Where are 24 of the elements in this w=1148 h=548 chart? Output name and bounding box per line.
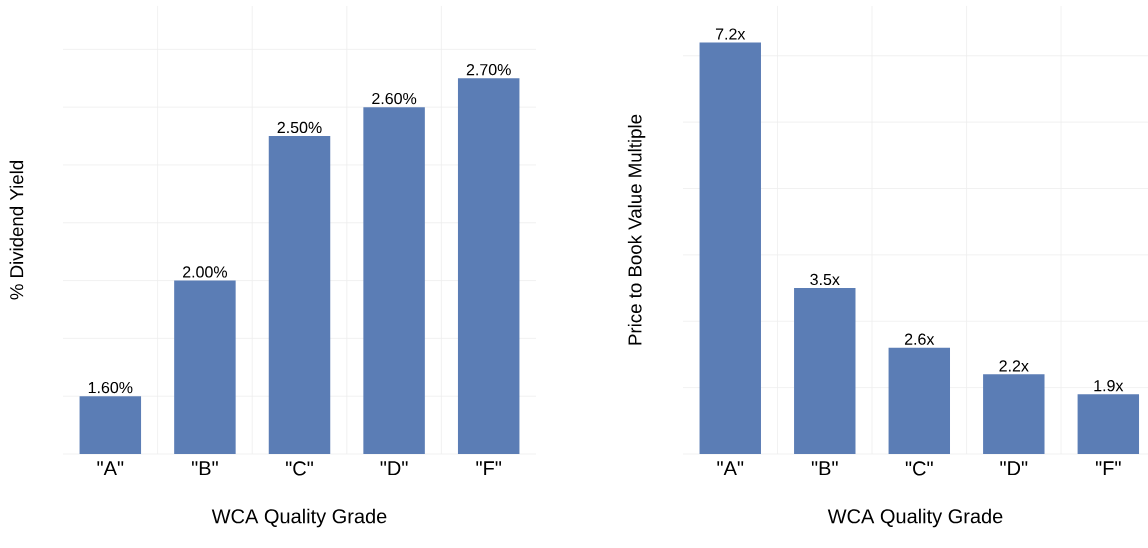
x-tick-label: "D" bbox=[380, 461, 408, 476]
data-label: 2.60% bbox=[372, 92, 417, 105]
x-tick-label: "C" bbox=[905, 461, 933, 476]
x-axis-title: WCA Quality Grade bbox=[211, 508, 387, 528]
data-label: 1.60% bbox=[88, 381, 133, 394]
data-label: 2.50% bbox=[277, 121, 322, 134]
x-tick-label: "A" bbox=[717, 461, 744, 476]
x-tick-label: "B" bbox=[192, 461, 218, 476]
x-tick-label: "A" bbox=[97, 461, 124, 476]
y-axis-title: Price to Book Value Multiple bbox=[627, 114, 646, 345]
x-tick-label: "C" bbox=[286, 461, 313, 476]
data-label: 1.9x bbox=[1094, 380, 1124, 392]
data-label: 2.70% bbox=[466, 63, 511, 76]
x-tick-label: "B" bbox=[811, 461, 838, 476]
data-label: 3.5x bbox=[810, 273, 840, 286]
x-axis-title: WCA Quality Grade bbox=[827, 508, 1003, 528]
x-tick-label: "D" bbox=[1000, 461, 1028, 476]
x-tick-label: "F" bbox=[476, 461, 502, 476]
data-label: 2.00% bbox=[183, 266, 228, 278]
data-label: 2.2x bbox=[999, 360, 1029, 372]
data-label: 7.2x bbox=[715, 28, 746, 40]
y-axis-title: % Dividend Yield bbox=[9, 161, 24, 300]
x-tick-label: "F" bbox=[1095, 461, 1121, 476]
data-label: 2.6x bbox=[904, 333, 935, 345]
